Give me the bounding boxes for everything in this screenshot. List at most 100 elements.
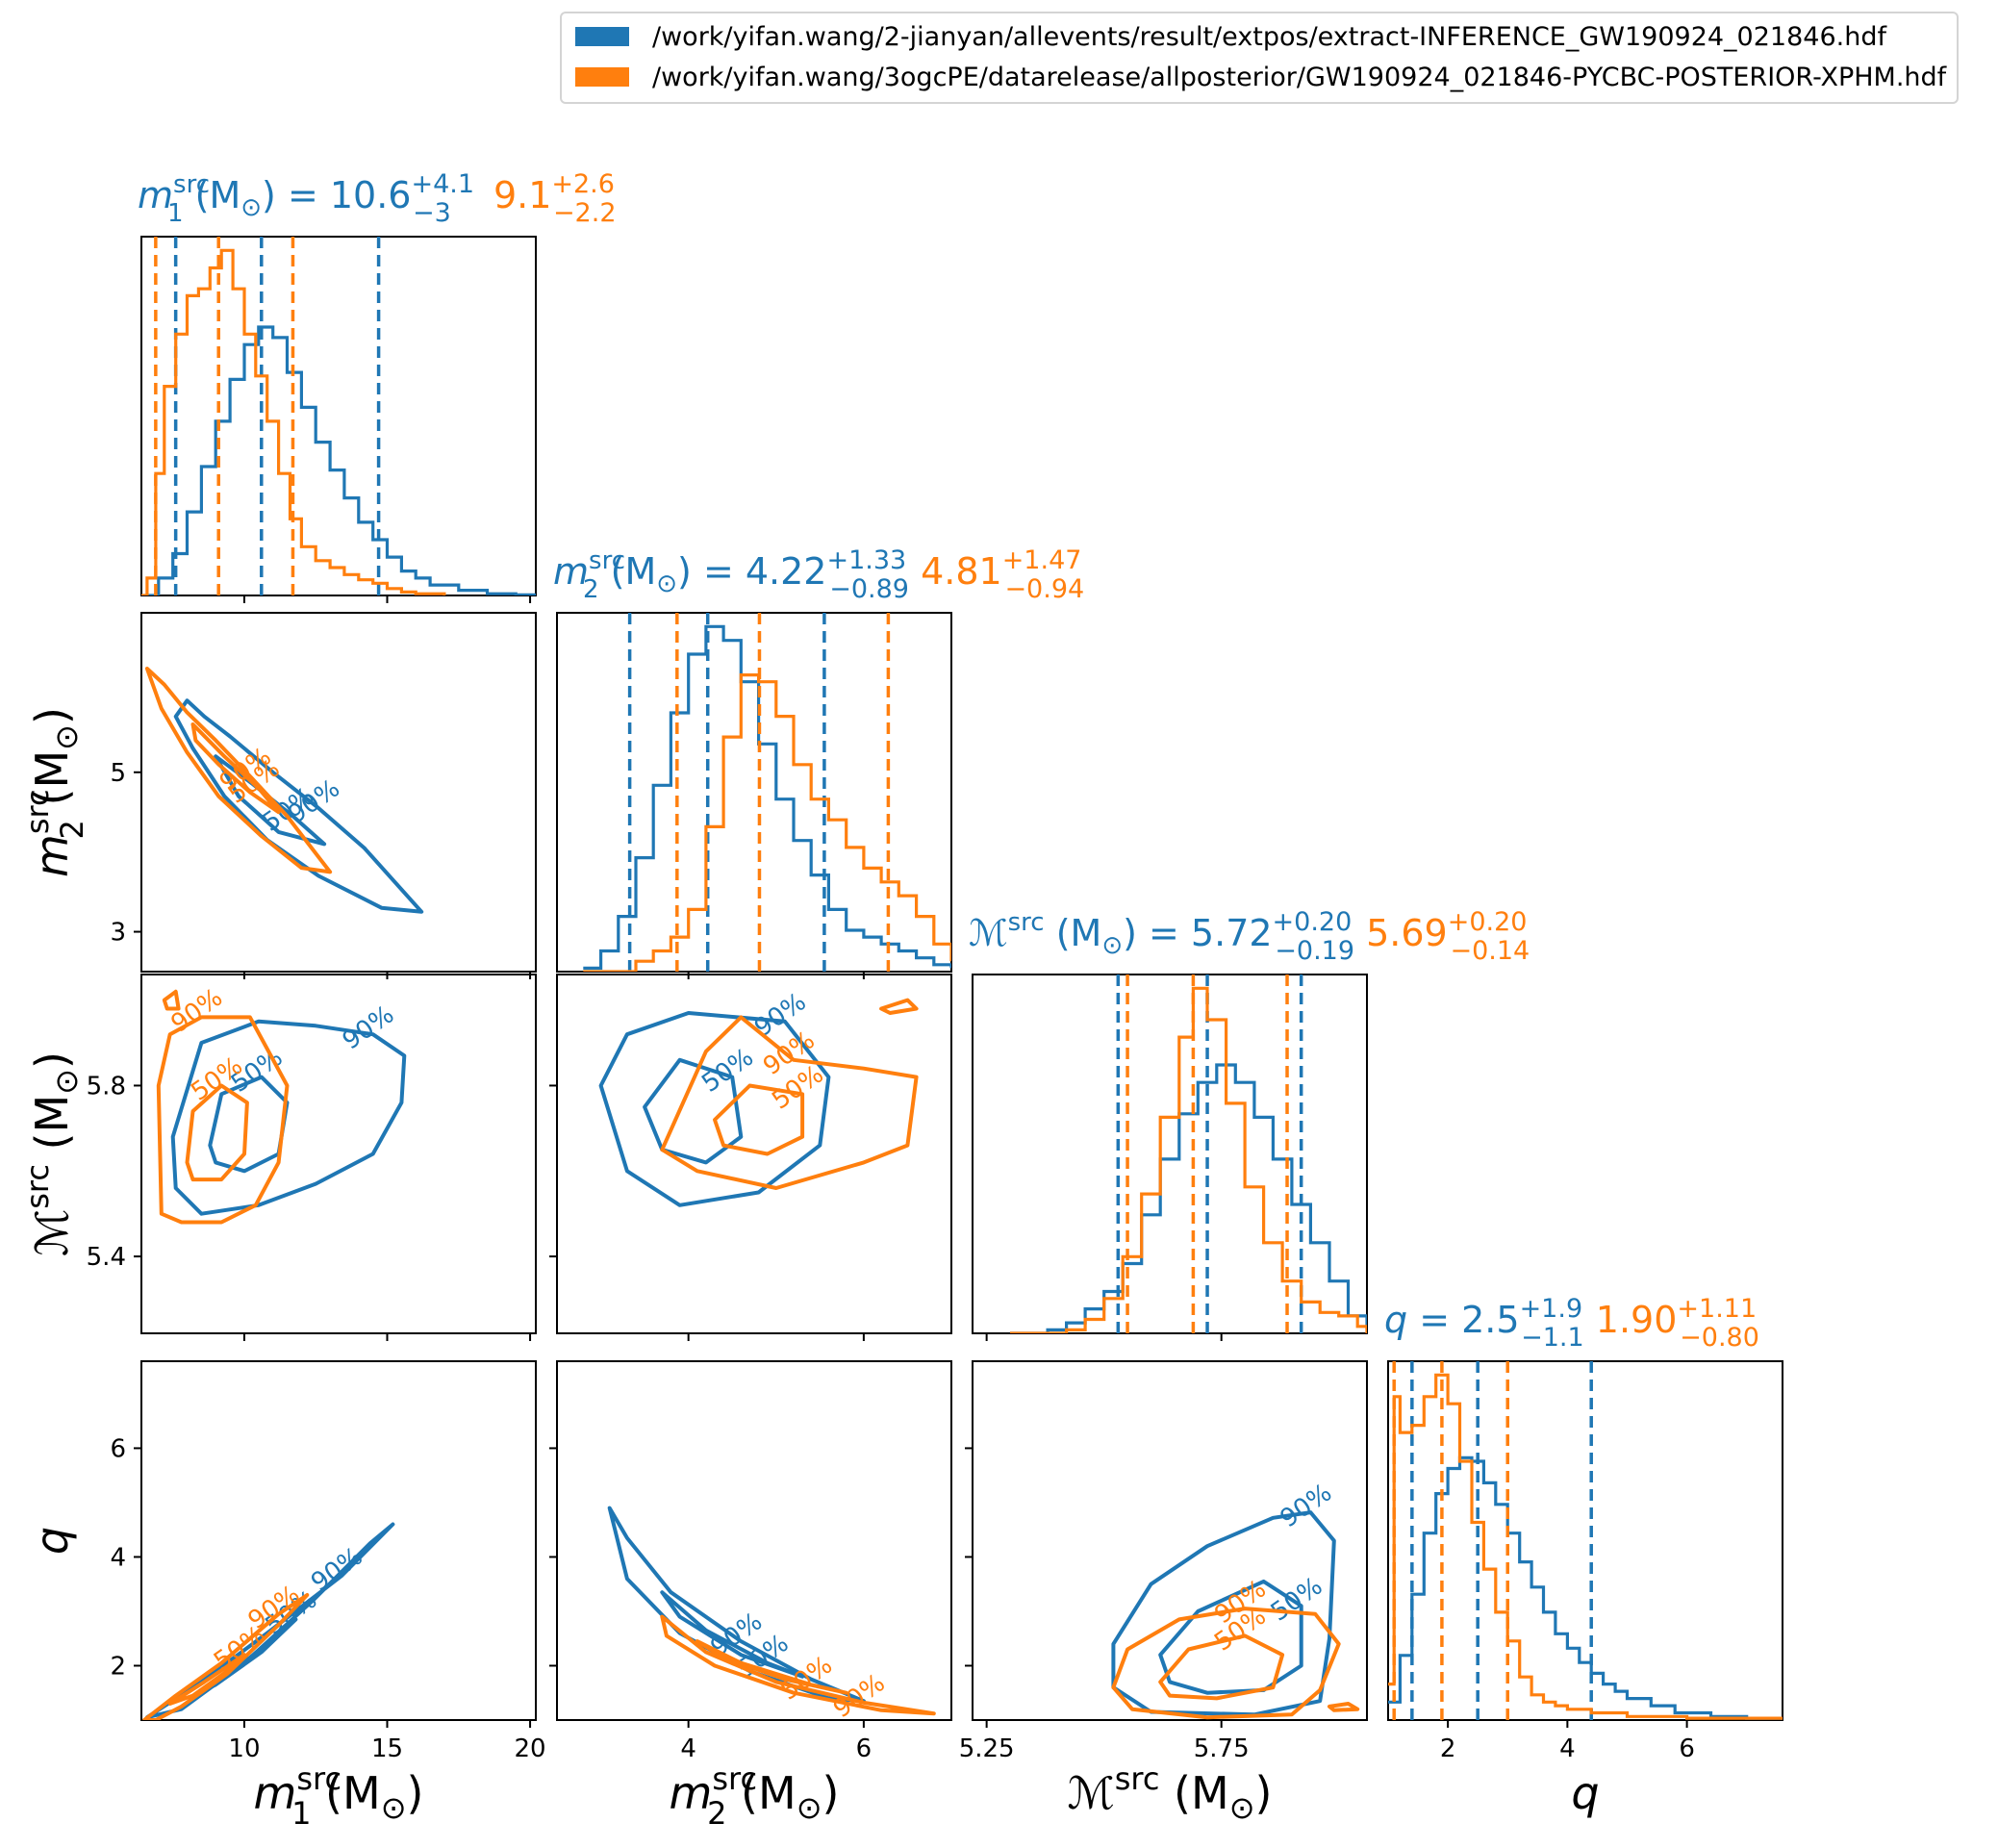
title-symbol: ℳ <box>969 912 1008 954</box>
xtick-label: 5.25 <box>959 1734 1015 1763</box>
contour-orange-0 <box>660 1015 919 1190</box>
xtick-label: 6 <box>856 1734 873 1763</box>
title-orange-median: 4.81 <box>909 550 1002 593</box>
axis-label-sup: src <box>19 1164 56 1209</box>
x-axis-label-3: q <box>1571 1767 1599 1819</box>
axis-label-unit-close: ) <box>1255 1767 1273 1819</box>
axis-label-unit-close: ) <box>26 1051 78 1069</box>
ytick-label: 3 <box>110 919 126 948</box>
axis-label-unit: (M <box>26 1095 78 1164</box>
panel-frame <box>972 1360 1368 1721</box>
panel-contour-1-3: 90%50%90%50% <box>556 1360 952 1724</box>
title-orange-minus: −0.80 <box>1680 1323 1759 1353</box>
contour-orange-2 <box>1328 1702 1360 1712</box>
axis-label-symbol: ℳ <box>26 1209 78 1256</box>
title-orange-minus: −2.2 <box>553 198 617 228</box>
y-axis-label-2: ℳsrc (M⊙) <box>19 1051 85 1256</box>
axis-label-symbol: ℳ <box>1068 1767 1115 1819</box>
histogram-blue <box>1388 1456 1783 1720</box>
axis-label-sup: src <box>1115 1760 1160 1797</box>
axis-label-unit-sub: ⊙ <box>48 1069 85 1095</box>
title-unit-sub: ⊙ <box>240 193 262 222</box>
xtick-label: 15 <box>371 1734 403 1763</box>
title-sup: src <box>589 546 625 575</box>
ytick-label: 6 <box>110 1434 126 1463</box>
legend: /work/yifan.wang/2-jianyan/allevents/res… <box>560 12 1959 104</box>
panel-hist-0: msrc 1 (M⊙) = 10.6+4.1 −3 9.1+2.6 −2.2 <box>138 169 617 596</box>
title-unit-close: ) <box>1123 912 1137 954</box>
axis-label-symbol: m <box>670 1767 713 1819</box>
title-unit-close: ) <box>677 550 692 593</box>
contour-blue-0 <box>598 1011 831 1207</box>
x-axis-label-1: msrc 2 (M⊙) <box>670 1760 840 1832</box>
title-orange-plus: +1.11 <box>1677 1294 1757 1324</box>
title-orange-minus: −0.94 <box>1004 574 1084 604</box>
panel-title-3: q = 2.5+1.9 −1.1 1.90+1.11 −0.80 <box>1384 1294 1759 1353</box>
histogram-orange <box>141 248 446 595</box>
axis-label-unit-sub: ⊙ <box>381 1789 407 1826</box>
xtick-label: 10 <box>228 1734 260 1763</box>
axis-label-unit: (M <box>1159 1767 1228 1819</box>
title-unit: (M <box>599 550 657 593</box>
title-sup: src <box>173 170 210 199</box>
axis-label-sub: 2 <box>707 1795 726 1832</box>
title-unit-close: ) <box>262 174 276 216</box>
title-blue-minus: −3 <box>413 198 451 228</box>
contour-orange-1 <box>713 1083 805 1156</box>
contour-orange-2 <box>879 998 919 1015</box>
contour-orange-1 <box>185 1083 249 1182</box>
legend-swatch-orange <box>575 67 629 87</box>
panel-frame <box>556 1360 952 1721</box>
axis-label-unit-sub: ⊙ <box>1229 1789 1255 1826</box>
axis-label-unit-close: ) <box>26 707 78 724</box>
axis-label-unit: (M <box>726 1767 796 1819</box>
axis-label-sup: src <box>19 789 56 834</box>
title-orange-minus: −0.14 <box>1451 936 1530 966</box>
y-axis-label-1: msrc2 (M⊙) <box>19 707 90 877</box>
legend-entry-orange: /work/yifan.wang/3ogcPE/datarelease/allp… <box>575 58 1946 96</box>
title-orange-plus: +2.6 <box>551 169 615 199</box>
panel-frame <box>140 612 537 973</box>
axis-label-sub: 1 <box>291 1795 311 1832</box>
ytick-label: 4 <box>110 1543 126 1572</box>
panel-title-1: msrc 2 (M⊙) = 4.22+1.33 −0.89 4.81+1.47 −0.… <box>553 545 1084 604</box>
title-symbol: m <box>138 174 173 216</box>
panel-contour-2-3: 90%50%90%50% <box>972 1360 1368 1721</box>
panel-hist-2: ℳsrc (M⊙) = 5.72+0.20 −0.19 5.69+0.20 −0.1… <box>969 907 1530 1334</box>
axis-label-unit: (M <box>311 1767 380 1819</box>
axis-label-sup: src <box>296 1760 341 1797</box>
histogram-orange <box>1010 986 1367 1333</box>
title-blue-median: = 5.72 <box>1137 912 1273 954</box>
title-orange-median: 1.90 <box>1584 1299 1678 1341</box>
title-orange-plus: +1.47 <box>1002 545 1082 575</box>
panel-contour-0-3: 90%50%90%50% <box>140 1360 537 1721</box>
axis-label-sub: 2 <box>54 820 90 839</box>
contour-orange-0 <box>660 1614 936 1716</box>
contour-orange-1 <box>1158 1633 1285 1701</box>
axis-label-unit: (M <box>26 750 78 820</box>
xtick-label: 5.75 <box>1194 1734 1250 1763</box>
axis-label-symbol: q <box>26 1527 78 1555</box>
contour-blue-0 <box>170 1019 407 1216</box>
title-sup: src <box>1008 908 1045 937</box>
panel-contour-1-2: 90%50% 90%50% <box>556 974 952 1334</box>
ytick-label: 5 <box>110 759 126 788</box>
title-blue-plus: +1.9 <box>1520 1294 1583 1324</box>
ytick-label: 5.8 <box>87 1072 126 1101</box>
title-orange-median: 9.1 <box>482 174 552 216</box>
legend-swatch-blue <box>575 27 629 46</box>
contour-orange-0 <box>156 1015 290 1225</box>
axis-label-unit-close: ) <box>407 1767 424 1819</box>
panel-contour-0-1: 90%50%90%50% <box>140 612 537 973</box>
panel-hist-3: q = 2.5+1.9 −1.1 1.90+1.11 −0.80 <box>1384 1294 1783 1721</box>
contour-label-blue: 90% <box>1276 1479 1338 1534</box>
panel-frame <box>140 236 537 596</box>
axis-label-unit-sub: ⊙ <box>48 724 85 750</box>
xtick-label: 4 <box>1559 1734 1576 1763</box>
title-orange-median: 5.69 <box>1354 912 1448 954</box>
histogram-orange <box>1388 1373 1783 1720</box>
title-blue-minus: −0.19 <box>1275 936 1354 966</box>
title-blue-plus: +1.33 <box>826 545 906 575</box>
panel-frame <box>972 974 1368 1334</box>
